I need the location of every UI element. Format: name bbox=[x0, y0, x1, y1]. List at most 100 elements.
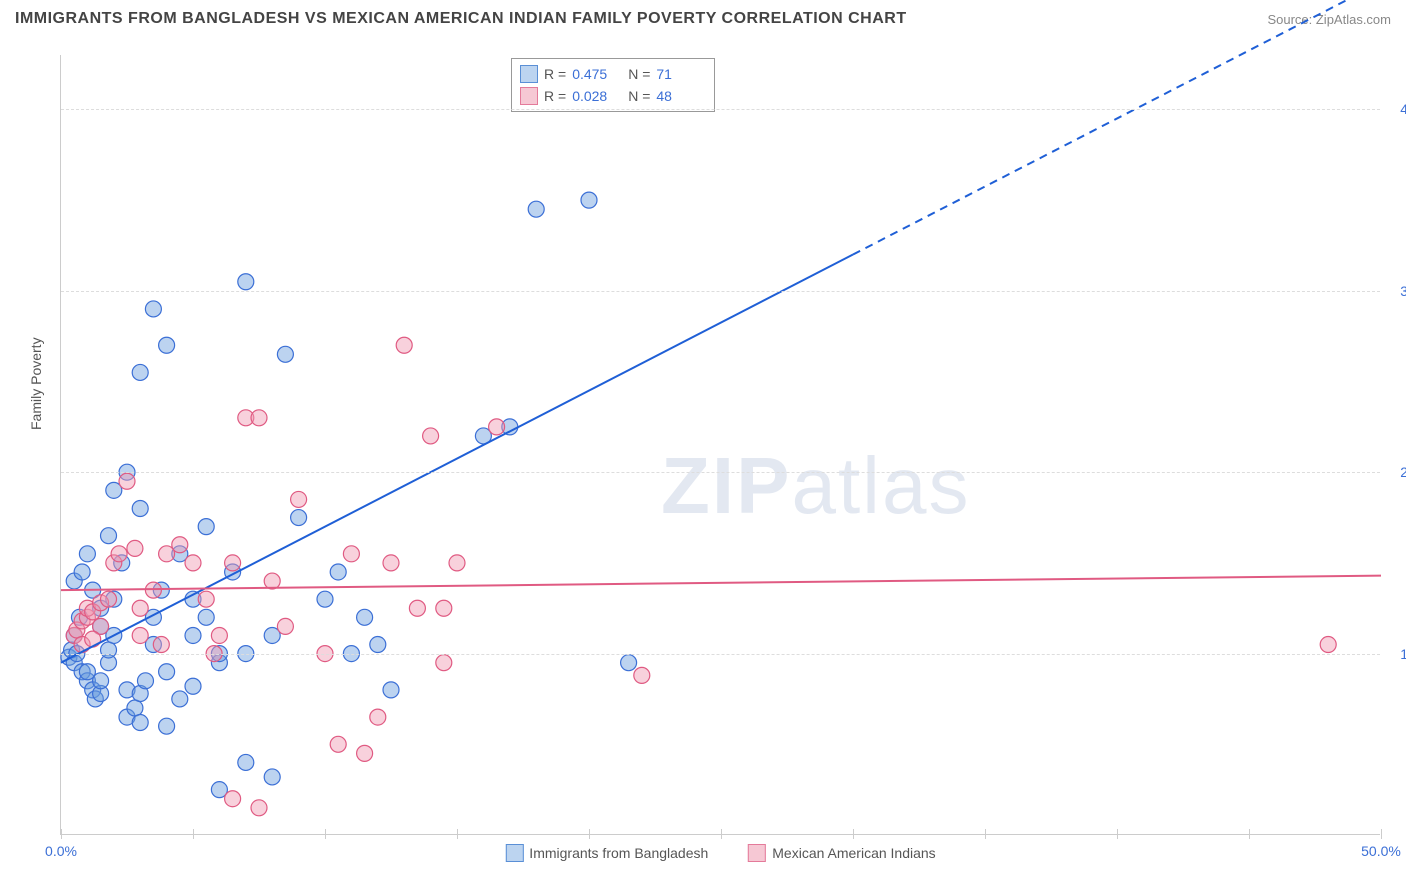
data-point bbox=[185, 678, 201, 694]
data-point bbox=[79, 546, 95, 562]
x-tick-label: 50.0% bbox=[1361, 843, 1401, 859]
data-point bbox=[317, 591, 333, 607]
data-point bbox=[396, 337, 412, 353]
data-point bbox=[330, 564, 346, 580]
data-point bbox=[211, 627, 227, 643]
data-point bbox=[277, 346, 293, 362]
data-point bbox=[581, 192, 597, 208]
data-point bbox=[198, 519, 214, 535]
data-point bbox=[159, 664, 175, 680]
data-point bbox=[621, 655, 637, 671]
legend-stats: R =0.475N =71R = 0.028 N = 48 bbox=[511, 58, 715, 112]
data-point bbox=[238, 754, 254, 770]
x-tick bbox=[193, 829, 194, 839]
data-point bbox=[409, 600, 425, 616]
data-point bbox=[172, 537, 188, 553]
data-point bbox=[357, 609, 373, 625]
data-point bbox=[330, 736, 346, 752]
x-tick bbox=[853, 829, 854, 839]
data-point bbox=[119, 473, 135, 489]
data-point bbox=[137, 673, 153, 689]
legend-swatch bbox=[520, 65, 538, 83]
legend-series-label: Mexican American Indians bbox=[772, 845, 935, 861]
trend-line-solid bbox=[61, 576, 1381, 591]
data-point bbox=[1320, 637, 1336, 653]
trend-line-solid bbox=[61, 255, 853, 663]
data-point bbox=[291, 510, 307, 526]
data-point bbox=[264, 769, 280, 785]
legend-swatch bbox=[505, 844, 523, 862]
source-prefix: Source: bbox=[1267, 12, 1315, 27]
data-point bbox=[343, 546, 359, 562]
x-tick bbox=[721, 829, 722, 839]
y-tick-label: 10.0% bbox=[1400, 646, 1406, 662]
data-point bbox=[74, 564, 90, 580]
data-point bbox=[436, 655, 452, 671]
x-tick bbox=[1117, 829, 1118, 839]
source-attribution: Source: ZipAtlas.com bbox=[1267, 12, 1391, 27]
x-tick bbox=[1381, 829, 1382, 839]
data-point bbox=[93, 673, 109, 689]
data-point bbox=[185, 555, 201, 571]
data-point bbox=[172, 691, 188, 707]
data-point bbox=[132, 715, 148, 731]
data-point bbox=[489, 419, 505, 435]
legend-swatch bbox=[520, 87, 538, 105]
data-point bbox=[383, 682, 399, 698]
data-point bbox=[127, 540, 143, 556]
legend-stat-row: R = 0.028 N = 48 bbox=[520, 85, 706, 107]
r-label: R = bbox=[544, 63, 566, 85]
data-point bbox=[111, 546, 127, 562]
data-point bbox=[357, 745, 373, 761]
x-tick bbox=[985, 829, 986, 839]
data-point bbox=[370, 709, 386, 725]
data-point bbox=[132, 364, 148, 380]
data-point bbox=[238, 274, 254, 290]
legend-series-item: Immigrants from Bangladesh bbox=[505, 844, 708, 862]
data-point bbox=[101, 642, 117, 658]
data-point bbox=[185, 627, 201, 643]
data-point bbox=[423, 428, 439, 444]
y-axis-label: Family Poverty bbox=[28, 337, 44, 430]
data-point bbox=[436, 600, 452, 616]
data-point bbox=[132, 600, 148, 616]
data-point bbox=[225, 791, 241, 807]
data-point bbox=[383, 555, 399, 571]
gridline bbox=[61, 472, 1380, 473]
data-point bbox=[264, 573, 280, 589]
chart-title: IMMIGRANTS FROM BANGLADESH VS MEXICAN AM… bbox=[15, 10, 907, 28]
data-point bbox=[634, 667, 650, 683]
n-label: N = bbox=[628, 63, 650, 85]
chart-area: ZIPatlas R =0.475N =71R =0.028N =48 Immi… bbox=[60, 55, 1380, 835]
n-value: 48 bbox=[656, 85, 706, 107]
data-point bbox=[251, 410, 267, 426]
gridline bbox=[61, 109, 1380, 110]
x-tick-label: 0.0% bbox=[45, 843, 77, 859]
data-point bbox=[291, 491, 307, 507]
x-tick bbox=[325, 829, 326, 839]
gridline bbox=[61, 654, 1380, 655]
data-point bbox=[159, 718, 175, 734]
data-point bbox=[159, 337, 175, 353]
header: IMMIGRANTS FROM BANGLADESH VS MEXICAN AM… bbox=[15, 10, 1391, 28]
legend-stat-row: R =0.475N =71 bbox=[520, 63, 706, 85]
x-tick bbox=[61, 829, 62, 839]
n-label: N = bbox=[628, 85, 650, 107]
legend-swatch bbox=[748, 844, 766, 862]
data-point bbox=[198, 609, 214, 625]
y-tick-label: 30.0% bbox=[1400, 283, 1406, 299]
data-point bbox=[528, 201, 544, 217]
r-label: R = bbox=[544, 85, 566, 107]
x-tick bbox=[589, 829, 590, 839]
y-tick-label: 40.0% bbox=[1400, 101, 1406, 117]
data-point bbox=[101, 591, 117, 607]
x-tick bbox=[457, 829, 458, 839]
data-point bbox=[153, 637, 169, 653]
legend-series: Immigrants from Bangladesh Mexican Americ… bbox=[505, 844, 935, 862]
data-point bbox=[370, 637, 386, 653]
scatter-plot-svg bbox=[61, 55, 1380, 834]
data-point bbox=[132, 500, 148, 516]
r-value: 0.028 bbox=[572, 85, 622, 107]
data-point bbox=[225, 555, 241, 571]
data-point bbox=[449, 555, 465, 571]
